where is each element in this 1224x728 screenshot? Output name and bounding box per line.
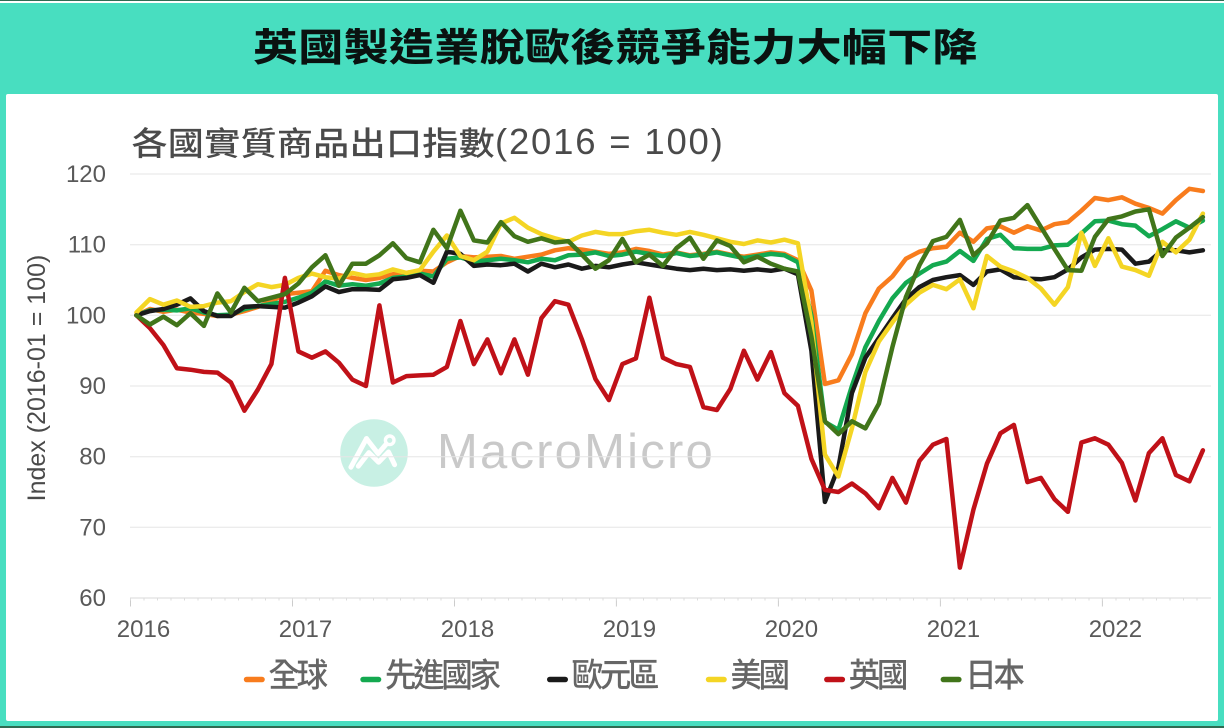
svg-text:Index (2016-01 = 100): Index (2016-01 = 100): [23, 255, 51, 502]
svg-text:2019: 2019: [603, 616, 656, 643]
svg-text:2016: 2016: [117, 616, 170, 643]
svg-text:MacroMicro: MacroMicro: [437, 425, 715, 479]
svg-text:110: 110: [68, 232, 106, 259]
svg-text:2018: 2018: [441, 616, 494, 643]
svg-text:(2016 = 100): (2016 = 100): [495, 121, 725, 162]
svg-text:120: 120: [66, 161, 106, 188]
svg-text:100: 100: [66, 302, 106, 329]
svg-text:70: 70: [79, 514, 106, 541]
svg-text:80: 80: [79, 444, 106, 471]
svg-text:90: 90: [79, 373, 106, 400]
svg-text:2021: 2021: [927, 616, 980, 643]
svg-text:2022: 2022: [1089, 616, 1142, 643]
svg-text:60: 60: [79, 585, 106, 612]
svg-text:2020: 2020: [765, 616, 818, 643]
svg-text:2017: 2017: [279, 616, 332, 643]
